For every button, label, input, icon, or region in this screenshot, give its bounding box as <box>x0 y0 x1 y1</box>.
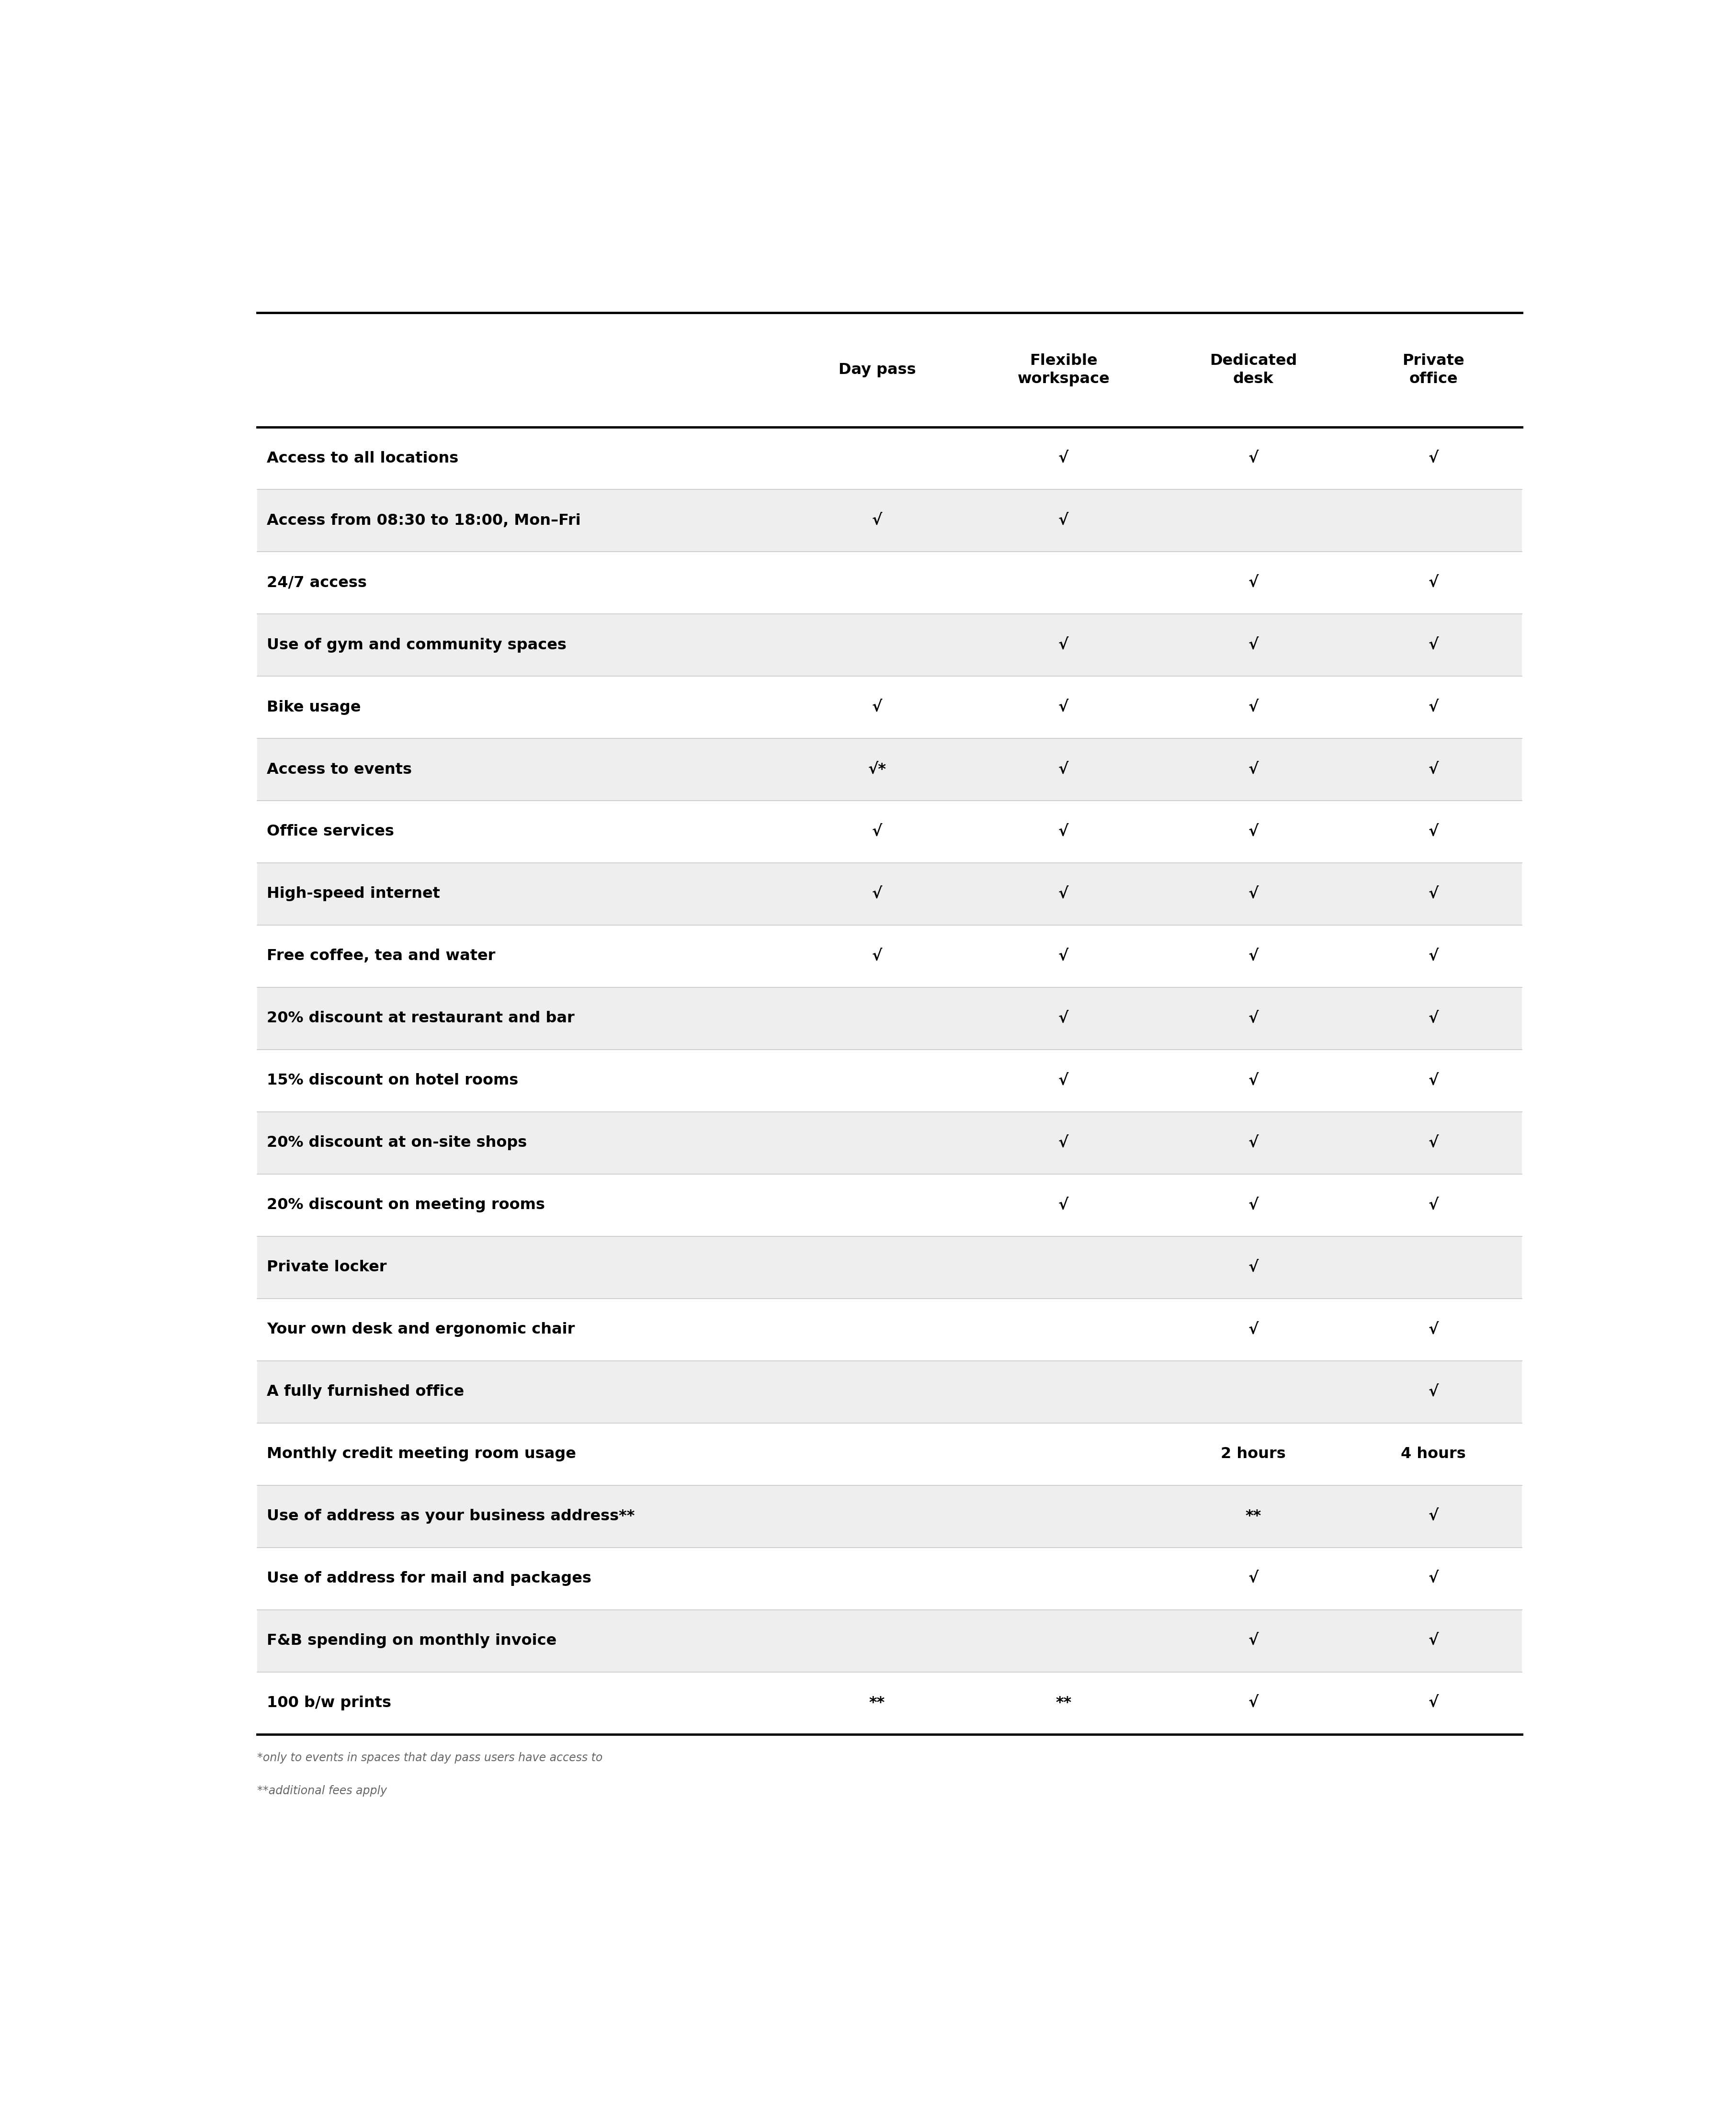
Text: Dedicated
desk: Dedicated desk <box>1210 353 1297 387</box>
Text: √: √ <box>1248 1259 1259 1274</box>
Text: **additional fees apply: **additional fees apply <box>257 1785 387 1797</box>
Text: **: ** <box>1245 1508 1262 1523</box>
Bar <box>257 1361 1522 1423</box>
Text: √: √ <box>1429 1385 1439 1400</box>
Text: √: √ <box>1248 638 1259 653</box>
Bar <box>257 489 1522 551</box>
Bar <box>257 1485 1522 1548</box>
Text: √*: √* <box>868 761 885 776</box>
Text: Private locker: Private locker <box>267 1259 387 1274</box>
Text: √: √ <box>1059 451 1069 466</box>
Text: √: √ <box>1248 887 1259 902</box>
Text: √: √ <box>1429 451 1439 466</box>
Text: √: √ <box>1429 1695 1439 1710</box>
Text: √: √ <box>1059 638 1069 653</box>
Text: Use of gym and community spaces: Use of gym and community spaces <box>267 638 566 653</box>
Text: 15% discount on hotel rooms: 15% discount on hotel rooms <box>267 1074 519 1089</box>
Text: Use of address for mail and packages: Use of address for mail and packages <box>267 1572 592 1587</box>
Text: √: √ <box>1429 1198 1439 1212</box>
Text: √: √ <box>1429 949 1439 964</box>
Text: √: √ <box>1248 1136 1259 1151</box>
Bar <box>257 864 1522 925</box>
Text: Flexible
workspace: Flexible workspace <box>1017 353 1109 387</box>
Bar <box>257 1236 1522 1297</box>
Text: √: √ <box>1059 761 1069 776</box>
Text: √: √ <box>1248 1074 1259 1089</box>
Text: Access from 08:30 to 18:00, Mon–Fri: Access from 08:30 to 18:00, Mon–Fri <box>267 513 582 527</box>
Text: √: √ <box>1059 949 1069 964</box>
Text: 24/7 access: 24/7 access <box>267 576 366 589</box>
Text: 100 b/w prints: 100 b/w prints <box>267 1695 391 1710</box>
Text: √: √ <box>871 825 882 840</box>
Text: √: √ <box>1429 887 1439 902</box>
Text: Your own desk and ergonomic chair: Your own desk and ergonomic chair <box>267 1323 575 1338</box>
Text: A fully furnished office: A fully furnished office <box>267 1385 464 1400</box>
Text: Day pass: Day pass <box>838 362 917 376</box>
Text: Office services: Office services <box>267 825 394 840</box>
Text: √: √ <box>1429 576 1439 589</box>
Text: √: √ <box>1429 1572 1439 1587</box>
Text: √: √ <box>1429 638 1439 653</box>
Text: √: √ <box>1248 761 1259 776</box>
Text: √: √ <box>871 887 882 902</box>
Text: √: √ <box>871 700 882 715</box>
Text: √: √ <box>1059 513 1069 527</box>
Text: **: ** <box>870 1695 885 1710</box>
Text: √: √ <box>1059 1074 1069 1089</box>
Text: Access to events: Access to events <box>267 761 411 776</box>
Text: √: √ <box>1429 1323 1439 1338</box>
Text: Use of address as your business address**: Use of address as your business address*… <box>267 1508 635 1523</box>
Text: √: √ <box>1248 1010 1259 1025</box>
Bar <box>257 615 1522 676</box>
Text: √: √ <box>871 513 882 527</box>
Text: √: √ <box>1429 1010 1439 1025</box>
Text: Access to all locations: Access to all locations <box>267 451 458 466</box>
Bar <box>257 738 1522 800</box>
Text: √: √ <box>1429 1634 1439 1648</box>
Text: High-speed internet: High-speed internet <box>267 887 441 902</box>
Text: √: √ <box>1248 949 1259 964</box>
Text: Monthly credit meeting room usage: Monthly credit meeting room usage <box>267 1446 576 1461</box>
Text: √: √ <box>1429 700 1439 715</box>
Text: √: √ <box>1248 451 1259 466</box>
Text: √: √ <box>1059 700 1069 715</box>
Text: 20% discount at on-site shops: 20% discount at on-site shops <box>267 1136 528 1151</box>
Text: √: √ <box>1059 825 1069 840</box>
Text: √: √ <box>1248 1198 1259 1212</box>
Text: √: √ <box>1059 1198 1069 1212</box>
Text: *only to events in spaces that day pass users have access to: *only to events in spaces that day pass … <box>257 1753 602 1763</box>
Bar <box>257 987 1522 1049</box>
Text: **: ** <box>1055 1695 1071 1710</box>
Text: √: √ <box>1248 1634 1259 1648</box>
Text: √: √ <box>1429 1508 1439 1523</box>
Text: √: √ <box>1248 1572 1259 1587</box>
Text: 2 hours: 2 hours <box>1220 1446 1286 1461</box>
Text: Bike usage: Bike usage <box>267 700 361 715</box>
Text: √: √ <box>1248 576 1259 589</box>
Text: 20% discount on meeting rooms: 20% discount on meeting rooms <box>267 1198 545 1212</box>
Text: F&B spending on monthly invoice: F&B spending on monthly invoice <box>267 1634 557 1648</box>
Text: √: √ <box>1248 700 1259 715</box>
Text: √: √ <box>871 949 882 964</box>
Text: 20% discount at restaurant and bar: 20% discount at restaurant and bar <box>267 1010 575 1025</box>
Text: √: √ <box>1429 825 1439 840</box>
Text: √: √ <box>1248 825 1259 840</box>
Text: √: √ <box>1248 1695 1259 1710</box>
Text: Free coffee, tea and water: Free coffee, tea and water <box>267 949 495 964</box>
Text: √: √ <box>1248 1323 1259 1338</box>
Bar <box>257 1610 1522 1672</box>
Text: √: √ <box>1429 1074 1439 1089</box>
Text: √: √ <box>1059 1136 1069 1151</box>
Text: √: √ <box>1429 1136 1439 1151</box>
Text: √: √ <box>1059 1010 1069 1025</box>
Bar <box>257 1112 1522 1174</box>
Text: √: √ <box>1429 761 1439 776</box>
Text: √: √ <box>1059 887 1069 902</box>
Text: Private
office: Private office <box>1403 353 1465 387</box>
Text: 4 hours: 4 hours <box>1401 1446 1465 1461</box>
